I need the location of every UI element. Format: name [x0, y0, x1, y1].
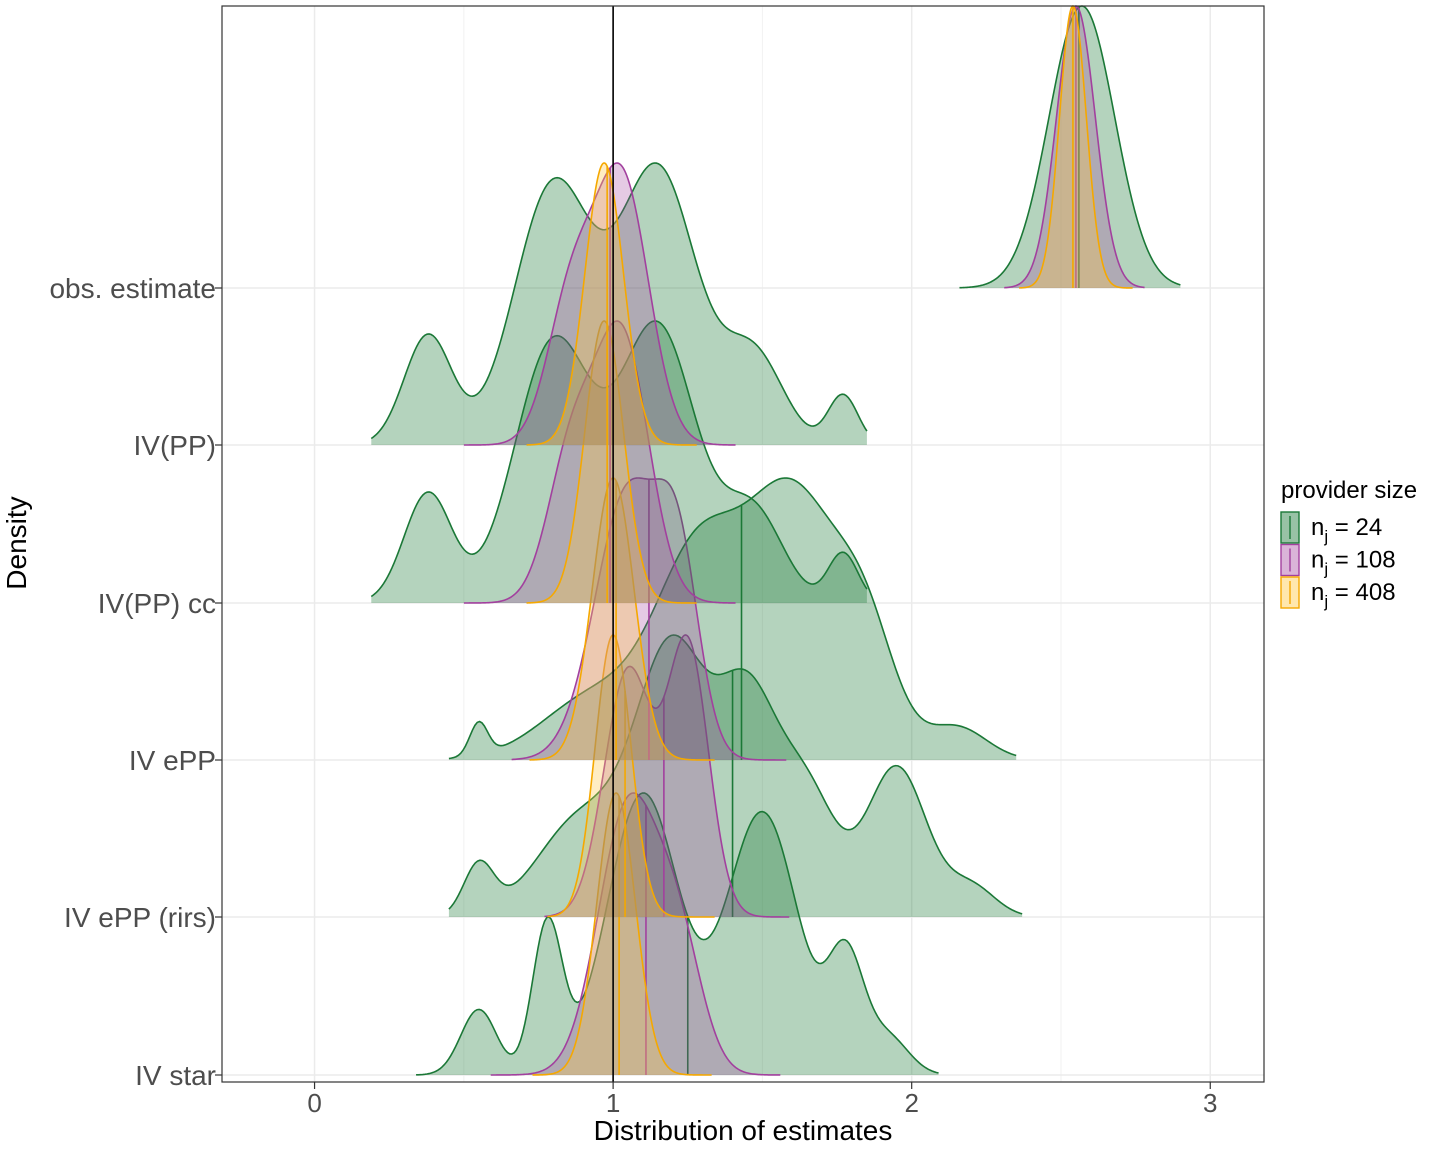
- density-line-n24: [959, 5, 1181, 289]
- density-line-n24: [448, 634, 1023, 915]
- legend-title: provider size: [1281, 477, 1417, 504]
- density-line-n108: [511, 477, 787, 761]
- x-tick-label: 1: [606, 1088, 620, 1118]
- density-fill-n24: [371, 163, 867, 445]
- density-fill-n108: [463, 163, 736, 445]
- x-axis: 0 1 2 3: [307, 1082, 1217, 1118]
- y-tick-label: IV(PP) cc: [98, 588, 216, 619]
- density-line-n408: [529, 477, 715, 761]
- density-line-n24: [370, 320, 868, 598]
- ridge-iv-epp: [448, 477, 1017, 761]
- y-tick-label: obs. estimate: [49, 273, 216, 304]
- ridge-obs-estimate: [959, 5, 1181, 289]
- y-axis: obs. estimate IV(PP) IV(PP) cc IV ePP IV ePP…: [49, 273, 222, 1091]
- density-line-n408: [526, 320, 697, 604]
- density-line-n408: [526, 162, 697, 446]
- y-tick-label: IV ePP: [129, 745, 216, 776]
- density-line-n24: [370, 162, 868, 440]
- x-tick-label: 2: [904, 1088, 918, 1118]
- y-tick-label: IV ePP (rirs): [64, 902, 216, 933]
- y-axis-title: Density: [1, 496, 32, 589]
- density-fill-n24: [448, 478, 1017, 760]
- legend-label-n108: nj = 108: [1311, 547, 1396, 579]
- legend-label-n24: nj = 24: [1311, 514, 1382, 546]
- density-line-n408: [547, 634, 715, 918]
- density-fill-n408: [547, 635, 715, 917]
- density-fill-n24: [448, 635, 1023, 917]
- ridge-iv-star: [416, 792, 939, 1076]
- density-fill-n408: [526, 321, 697, 603]
- density-line-n108: [463, 320, 736, 604]
- density-line-n108: [463, 162, 736, 446]
- x-tick-label: 0: [307, 1088, 321, 1118]
- density-fill-n24: [371, 321, 867, 603]
- x-tick-label: 3: [1203, 1088, 1217, 1118]
- density-fill-n108: [544, 635, 790, 917]
- ridge-iv-pp-cc: [370, 320, 868, 604]
- ridge-iv-epp-rirs: [448, 634, 1023, 918]
- density-line-n108: [544, 634, 790, 918]
- density-fill-n408: [529, 478, 715, 760]
- density-line-n408: [1019, 5, 1133, 289]
- density-fill-n408: [532, 793, 712, 1075]
- grid: [222, 6, 1264, 1082]
- legend-label-n408: nj = 408: [1311, 579, 1396, 611]
- density-line-n408: [532, 792, 712, 1076]
- density-fill-n108: [1004, 6, 1145, 288]
- density-line-n24: [448, 477, 1017, 760]
- y-tick-label: IV(PP): [134, 430, 216, 461]
- density-curves: [370, 5, 1181, 1076]
- density-fill-n24: [959, 6, 1181, 288]
- density-fill-n108: [490, 793, 781, 1075]
- density-fill-n408: [526, 163, 697, 445]
- density-fill-n24: [416, 793, 939, 1075]
- density-fill-n408: [1019, 6, 1133, 288]
- x-axis-title: Distribution of estimates: [594, 1115, 893, 1146]
- y-tick-label: IV star: [135, 1060, 216, 1091]
- ridge-iv-pp: [370, 162, 868, 446]
- panel-border: [221, 5, 1265, 1083]
- density-fill-n108: [463, 321, 736, 603]
- density-line-n24: [416, 792, 939, 1076]
